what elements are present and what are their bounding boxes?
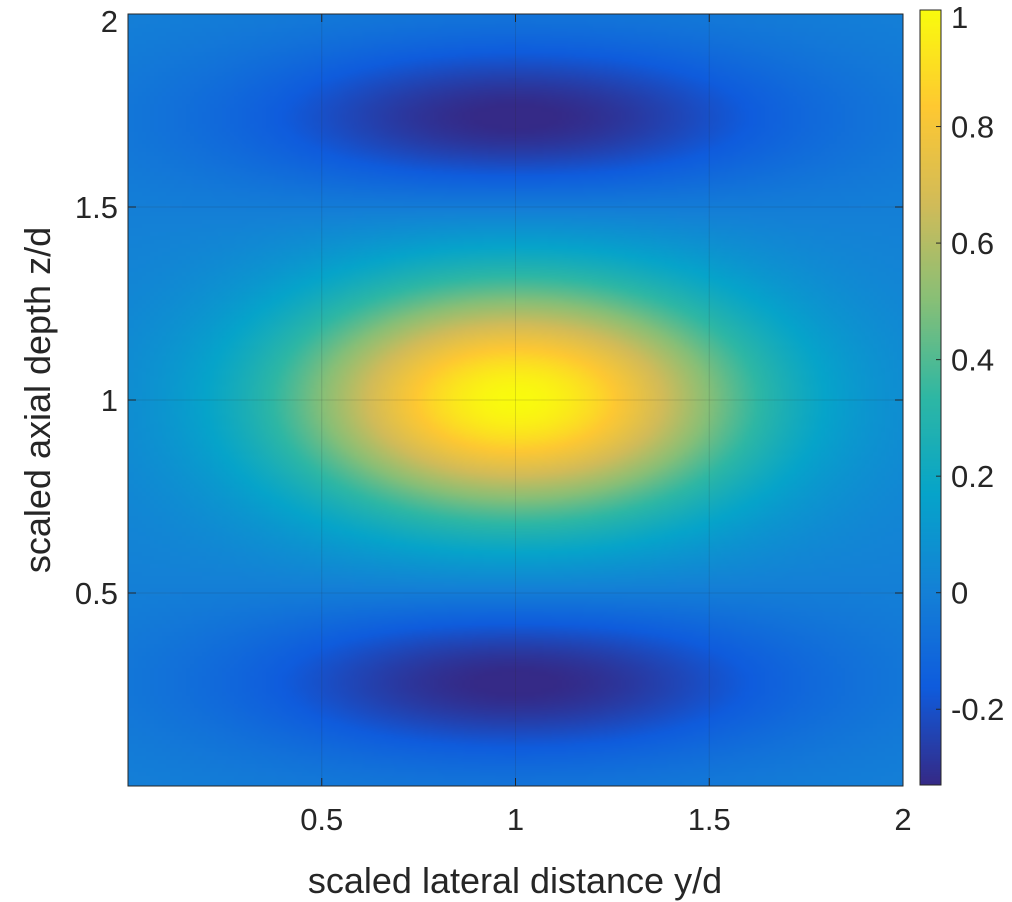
- colorbar-tick-label: -0.2: [951, 692, 1004, 727]
- y-tick-label: 1: [101, 383, 118, 418]
- y-tick-label: 0.5: [75, 576, 118, 611]
- colorbar-ticks: -0.2 0 0.2 0.4 0.6 0.8 1: [936, 0, 1004, 727]
- grid-lines: [128, 14, 903, 786]
- colorbar-tick-label: 0.4: [951, 343, 994, 378]
- x-tick-label: 1.5: [688, 802, 731, 837]
- colorbar-tick-label: 0: [951, 576, 968, 611]
- colorbar-frame: [919, 9, 942, 786]
- x-tick-label: 1: [507, 802, 524, 837]
- colorbar-gradient: [920, 10, 941, 785]
- y-tick-label: 1.5: [75, 190, 118, 225]
- colorbar-tick-label: 1: [951, 0, 968, 35]
- y-tick-label: 2: [101, 4, 118, 39]
- plot-area: 0.5 1 1.5 2 0.5 1 1.5 2: [75, 4, 912, 837]
- colorbar-tick-label: 0.8: [951, 110, 994, 145]
- colorbar: -0.2 0 0.2 0.4 0.6 0.8 1: [919, 0, 1004, 786]
- colorbar-tick-label: 0.6: [951, 226, 994, 261]
- heatmap-image: [128, 14, 903, 786]
- x-axis-label: scaled lateral distance y/d: [308, 860, 722, 901]
- x-tick-label: 2: [894, 802, 911, 837]
- x-tick-label: 0.5: [300, 802, 343, 837]
- x-axis-ticks: 0.5 1 1.5 2: [300, 14, 912, 837]
- y-axis-ticks: 0.5 1 1.5 2: [75, 4, 903, 611]
- colorbar-tick-label: 0.2: [951, 459, 994, 494]
- y-axis-label: scaled axial depth z/d: [17, 227, 58, 573]
